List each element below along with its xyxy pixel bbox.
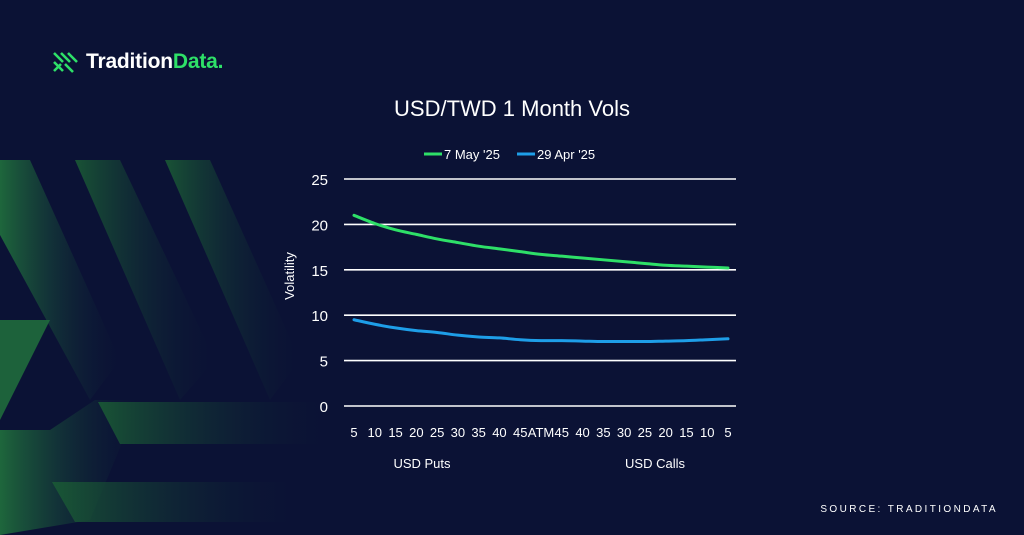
x-tick-label: 45	[513, 425, 527, 440]
x-tick-label: 10	[368, 425, 382, 440]
x-group-label: USD Puts	[393, 456, 451, 471]
y-tick-label: 15	[311, 263, 328, 280]
y-tick-label: 0	[320, 399, 328, 416]
x-tick-label: 45	[555, 425, 569, 440]
brand-name: TraditionData.	[86, 50, 223, 74]
tradition-stripes-icon	[53, 52, 78, 73]
chart-title: USD/TWD 1 Month Vols	[394, 96, 630, 121]
x-tick-label: 20	[409, 425, 423, 440]
brand-name-part2: Data.	[172, 50, 224, 73]
x-tick-label: 5	[724, 425, 731, 440]
y-tick-label: 25	[311, 172, 328, 189]
series-line-0	[352, 213, 730, 270]
brand-logo: TraditionData.	[52, 50, 223, 74]
chart-grid	[344, 178, 736, 407]
x-tick-label: 35	[596, 425, 610, 440]
x-tick-label: 25	[638, 425, 652, 440]
x-tick-label: 5	[350, 425, 357, 440]
x-tick-label: ATM	[528, 425, 554, 440]
x-tick-label: 40	[492, 425, 506, 440]
y-tick-label: 20	[311, 217, 328, 234]
y-tick-label: 5	[320, 354, 328, 371]
y-tick-label: 10	[311, 308, 328, 325]
x-tick-label: 25	[430, 425, 444, 440]
x-tick-label: 10	[700, 425, 714, 440]
x-group-label: USD Calls	[625, 456, 685, 471]
source-note: SOURCE: TRADITIONDATA	[820, 504, 998, 515]
y-axis-ticks: 0 5 10 15 20 25	[311, 172, 328, 416]
chart-series	[352, 213, 730, 344]
y-axis-label: Volatility	[282, 252, 297, 300]
legend-label-0: 7 May '25	[444, 147, 500, 162]
x-tick-label: 30	[617, 425, 631, 440]
x-tick-label: 40	[575, 425, 589, 440]
x-axis-group-labels: USD Puts USD Calls	[393, 456, 685, 471]
chart-legend: 7 May '25 29 Apr '25	[424, 147, 595, 162]
x-tick-label: 20	[658, 425, 672, 440]
x-axis-ticks: 5 10 15 20 25 30 35 40 45 ATM 45 40 35 30 25 20 15 10 5	[350, 425, 731, 440]
x-tick-label: 30	[451, 425, 465, 440]
legend-label-1: 29 Apr '25	[537, 147, 595, 162]
series-line-1	[352, 318, 730, 344]
x-tick-label: 15	[388, 425, 402, 440]
brand-name-part1: Tradition	[86, 50, 173, 73]
x-tick-label: 15	[679, 425, 693, 440]
x-tick-label: 35	[471, 425, 485, 440]
